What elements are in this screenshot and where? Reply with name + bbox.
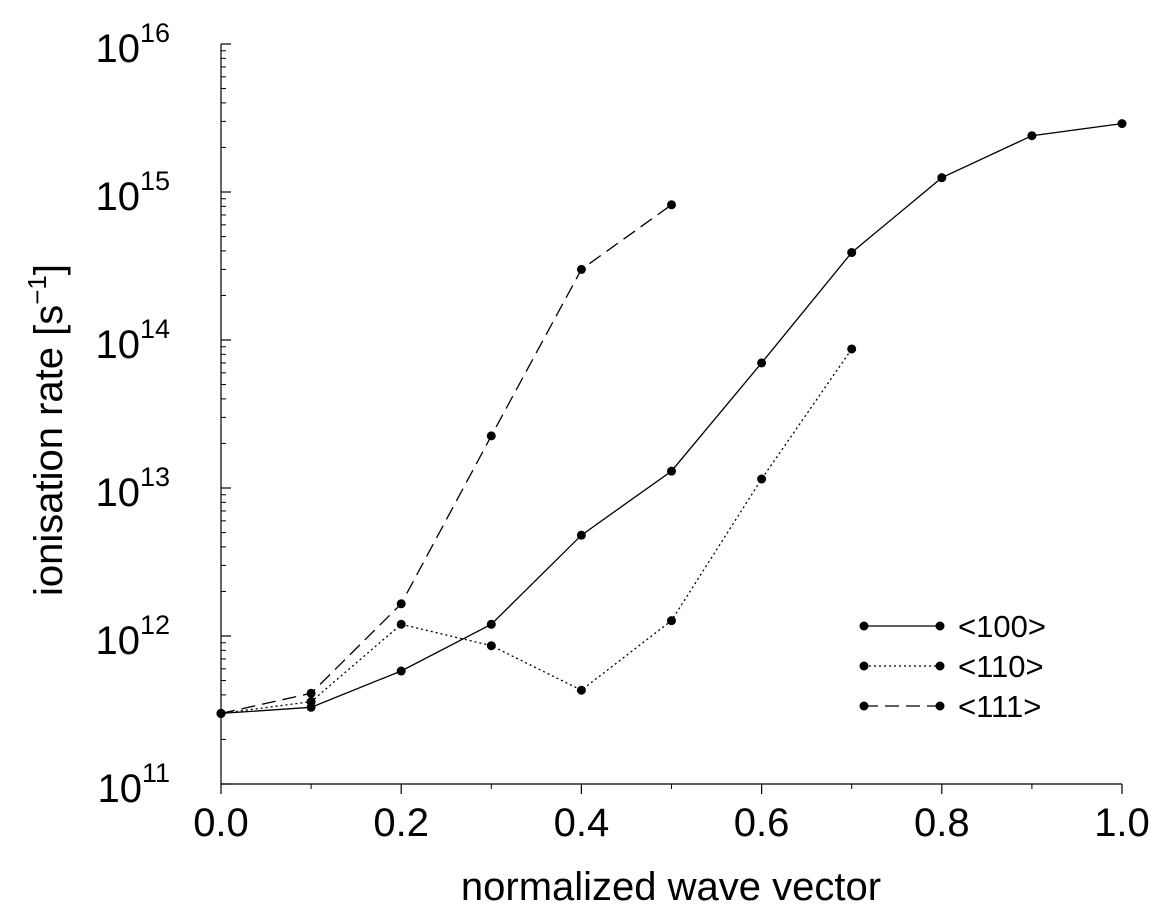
- data-point: [576, 685, 586, 695]
- y-tick-label-exponent: 14: [140, 314, 170, 344]
- legend-marker: [935, 701, 945, 711]
- y-tick-label-base: 10: [97, 767, 142, 811]
- legend-marker: [935, 621, 945, 631]
- y-axis-label-text: ionisation rate [s: [27, 305, 71, 596]
- x-tick-label: 1.0: [1094, 801, 1150, 845]
- x-tick-label: 0.6: [734, 801, 790, 845]
- legend-marker: [859, 661, 869, 671]
- x-axis-label: normalized wave vector: [461, 865, 881, 909]
- y-tick-label-base: 10: [95, 619, 140, 663]
- data-point: [667, 616, 676, 626]
- y-axis-label-close: ]: [27, 264, 71, 275]
- data-point: [937, 173, 947, 183]
- y-tick-label-base: 10: [95, 27, 140, 71]
- data-point: [667, 200, 676, 210]
- legend-label: <100>: [958, 609, 1046, 644]
- legend-marker: [859, 701, 869, 711]
- series-line: [220, 204, 672, 715]
- data-point: [1027, 131, 1037, 141]
- series-line: [220, 348, 853, 715]
- y-tick-label-base: 10: [95, 471, 140, 515]
- legend-marker: [859, 621, 869, 631]
- data-point: [667, 466, 676, 476]
- data-point: [306, 697, 316, 707]
- data-point: [396, 666, 406, 676]
- y-tick-label-exponent: 13: [140, 462, 170, 492]
- x-tick-label: 0.2: [373, 801, 429, 845]
- y-tick-label: 1013: [95, 462, 170, 515]
- data-point: [847, 344, 857, 354]
- series-dotted: [216, 344, 857, 718]
- legend-label: <111>: [958, 689, 1041, 724]
- y-tick-label: 1011: [97, 758, 170, 811]
- data-point: [486, 619, 496, 629]
- data-point: [306, 688, 316, 698]
- data-point: [757, 474, 767, 484]
- data-point: [396, 619, 406, 629]
- data-point: [1117, 119, 1127, 129]
- y-tick-label-exponent: 15: [140, 166, 170, 196]
- y-tick-label: 1012: [95, 610, 170, 663]
- y-axis-label: ionisation rate [s−1]: [22, 264, 71, 596]
- legend: <100> <110> <111>: [859, 609, 1046, 724]
- y-tick-label-exponent: 12: [140, 610, 170, 640]
- series-solid: [216, 119, 1127, 718]
- x-tick-label: 0.0: [193, 801, 249, 845]
- y-tick-label-base: 10: [95, 175, 140, 219]
- y-tick-label: 1016: [95, 18, 170, 71]
- data-point: [216, 708, 226, 718]
- data-point: [576, 264, 586, 274]
- data-point: [486, 641, 496, 651]
- y-tick-label-exponent: 11: [142, 758, 170, 788]
- data-point: [576, 530, 586, 540]
- data-point: [396, 599, 406, 609]
- legend-label: <110>: [958, 649, 1044, 684]
- series-layer: [216, 119, 1127, 718]
- y-tick-label-base: 10: [95, 323, 140, 367]
- y-tick-label: 1014: [95, 314, 170, 367]
- series-dashed: [216, 200, 676, 718]
- data-point: [757, 358, 767, 368]
- data-point: [486, 431, 496, 441]
- data-point: [847, 248, 857, 258]
- y-axis-label-exponent: −1: [22, 275, 52, 305]
- y-tick-label-exponent: 16: [140, 18, 170, 48]
- x-tick-label: 0.8: [914, 801, 970, 845]
- x-tick-label: 0.4: [554, 801, 610, 845]
- legend-marker: [935, 661, 945, 671]
- y-tick-label: 1015: [95, 166, 170, 219]
